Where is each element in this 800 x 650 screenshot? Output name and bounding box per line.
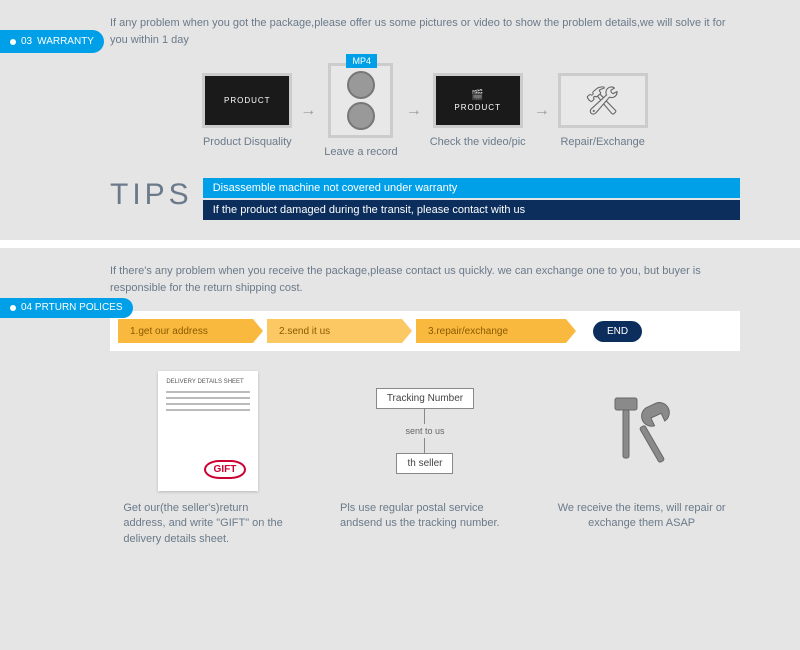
step-disquality: PRODUCT Product Disquality: [202, 73, 292, 148]
return-section: 04 PRTURN POLICES If there's any problem…: [0, 248, 800, 567]
col2-text: Pls use regular postal service andsend u…: [340, 501, 510, 532]
gift-stamp: GIFT: [204, 460, 247, 479]
return-tag-label: PRTURN POLICES: [35, 302, 123, 313]
return-intro: If there's any problem when you receive …: [110, 263, 740, 296]
col-tracking: Tracking Number sent to us th seller Pls…: [340, 371, 510, 547]
arrow-icon: →: [534, 102, 550, 120]
return-tag: 04 PRTURN POLICES: [0, 298, 133, 318]
tools-icon: 🛠: [584, 84, 621, 117]
flow-step-1: 1.get our address: [118, 319, 253, 343]
warranty-tag-num: 03: [21, 36, 32, 47]
warranty-section: 03 WARRANTY If any problem when you got …: [0, 0, 800, 240]
col1-text: Get our(the seller's)return address, and…: [123, 501, 293, 547]
flow-step-2: 2.send it us: [267, 319, 402, 343]
col-tools: We receive the items, will repair or exc…: [557, 371, 727, 547]
tips-row: TIPS Disassemble machine not covered und…: [110, 178, 740, 220]
mp4-badge: MP4: [346, 54, 377, 68]
tip-2: If the product damaged during the transi…: [203, 200, 740, 220]
arrow-icon: →: [406, 102, 422, 120]
hammer-wrench-icon: [597, 386, 687, 476]
return-columns: DELIVERY DETAILS SHEET GIFT Get our(the …: [110, 371, 740, 547]
return-tag-num: 04: [21, 302, 32, 313]
arrow-icon: →: [300, 102, 316, 120]
warranty-tag-label: WARRANTY: [37, 36, 94, 47]
divider: [0, 240, 800, 248]
warranty-tag: 03 WARRANTY: [0, 30, 104, 53]
warranty-intro: If any problem when you got the package,…: [110, 15, 740, 48]
tip-1: Disassemble machine not covered under wa…: [203, 178, 740, 198]
col-sheet: DELIVERY DETAILS SHEET GIFT Get our(the …: [123, 371, 293, 547]
end-badge: END: [593, 321, 642, 342]
col3-text: We receive the items, will repair or exc…: [557, 501, 727, 532]
warranty-steps-row: PRODUCT Product Disquality → MP4 Leave a…: [110, 63, 740, 158]
step-check: 🎬PRODUCT Check the video/pic: [430, 73, 526, 148]
flow-row: 1.get our address 2.send it us 3.repair/…: [110, 311, 740, 351]
step-record: MP4 Leave a record: [324, 63, 397, 158]
flow-step-3: 3.repair/exchange: [416, 319, 566, 343]
tips-title: TIPS: [110, 178, 193, 212]
step-repair: 🛠 Repair/Exchange: [558, 73, 648, 148]
delivery-sheet-icon: DELIVERY DETAILS SHEET GIFT: [158, 371, 258, 491]
tracking-diagram: Tracking Number sent to us th seller: [376, 388, 474, 474]
